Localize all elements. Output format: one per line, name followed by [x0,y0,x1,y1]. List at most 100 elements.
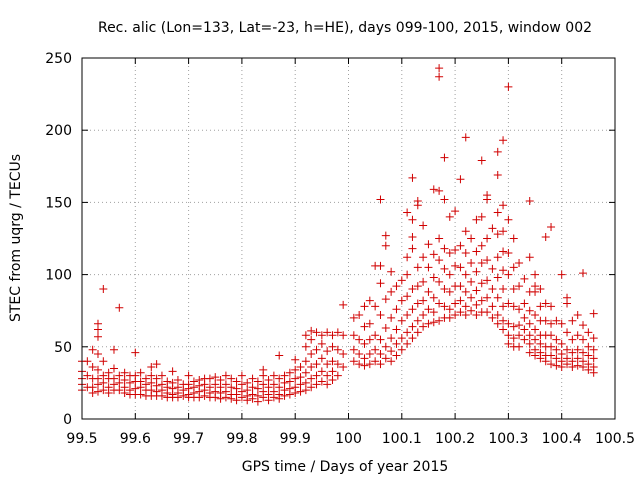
data-point [408,305,417,314]
data-point [120,389,129,398]
data-point [424,263,433,272]
data-point [531,270,540,279]
data-point [552,335,561,344]
chart-title: Rec. alic (Lon=133, Lat=-23, h=HE), days… [98,20,592,36]
data-point [237,371,246,380]
data-point [323,347,332,356]
data-point [301,378,310,387]
data-point [504,339,513,348]
data-point [515,342,524,351]
data-point [493,147,502,156]
data-point [445,287,454,296]
data-point [403,328,412,337]
data-point [413,299,422,308]
data-point [232,377,241,386]
data-point [435,64,444,73]
data-point [435,186,444,195]
data-point [307,363,316,372]
data-point [440,302,449,311]
data-point [365,296,374,305]
data-point [584,365,593,374]
data-point [376,311,385,320]
data-point [360,302,369,311]
data-point [387,347,396,356]
data-point [168,367,177,376]
data-point [349,345,358,354]
data-point [509,334,518,343]
data-point [275,383,284,392]
y-tick-label: 50 [54,340,72,356]
x-tick-label: 100.5 [595,431,635,447]
data-point [445,212,454,221]
data-point [573,354,582,363]
data-point [307,350,316,359]
data-point [499,247,508,256]
data-point [115,371,124,380]
data-point [525,319,534,328]
data-point [93,350,102,359]
data-point [83,371,92,380]
data-point [483,276,492,285]
data-point [440,244,449,253]
data-point [541,299,550,308]
data-point [584,342,593,351]
data-point [408,285,417,294]
data-point [456,308,465,317]
data-point [339,300,348,309]
data-point [408,322,417,331]
data-point [413,328,422,337]
data-point [152,360,161,369]
data-point [387,287,396,296]
data-point [99,378,108,387]
data-point [285,390,294,399]
data-point [584,328,593,337]
data-point [259,371,268,380]
data-point [184,371,193,380]
x-tick-label: 99.8 [226,431,257,447]
data-point [568,348,577,357]
data-point [285,368,294,377]
data-point [317,339,326,348]
data-point [115,378,124,387]
data-point [333,328,342,337]
data-point [211,393,220,402]
data-point [99,371,108,380]
data-point [429,293,438,302]
x-tick-label: 99.5 [66,431,97,447]
x-tick-label: 99.7 [173,431,204,447]
data-point [301,357,310,366]
data-point [419,221,428,230]
data-point [376,350,385,359]
data-point [429,273,438,282]
grid-lines [82,58,615,419]
data-point [275,351,284,360]
data-point [323,328,332,337]
data-point [147,371,156,380]
x-tick-label: 100 [335,431,362,447]
data-point [392,282,401,291]
data-point [488,224,497,233]
data-point [93,332,102,341]
data-point [525,339,534,348]
data-point [221,371,230,380]
data-point [472,247,481,256]
data-point [509,234,518,243]
x-tick-label: 99.6 [120,431,151,447]
data-point [461,311,470,320]
data-point [280,378,289,387]
data-point [536,354,545,363]
data-point [339,350,348,359]
data-point [301,386,310,395]
data-point [349,357,358,366]
data-point [221,393,230,402]
data-point [83,357,92,366]
data-point [312,345,321,354]
data-point [99,285,108,294]
data-point [451,207,460,216]
y-tick-label: 250 [45,51,72,67]
data-point [301,368,310,377]
data-point [499,227,508,236]
data-point [419,253,428,262]
data-point [445,313,454,322]
